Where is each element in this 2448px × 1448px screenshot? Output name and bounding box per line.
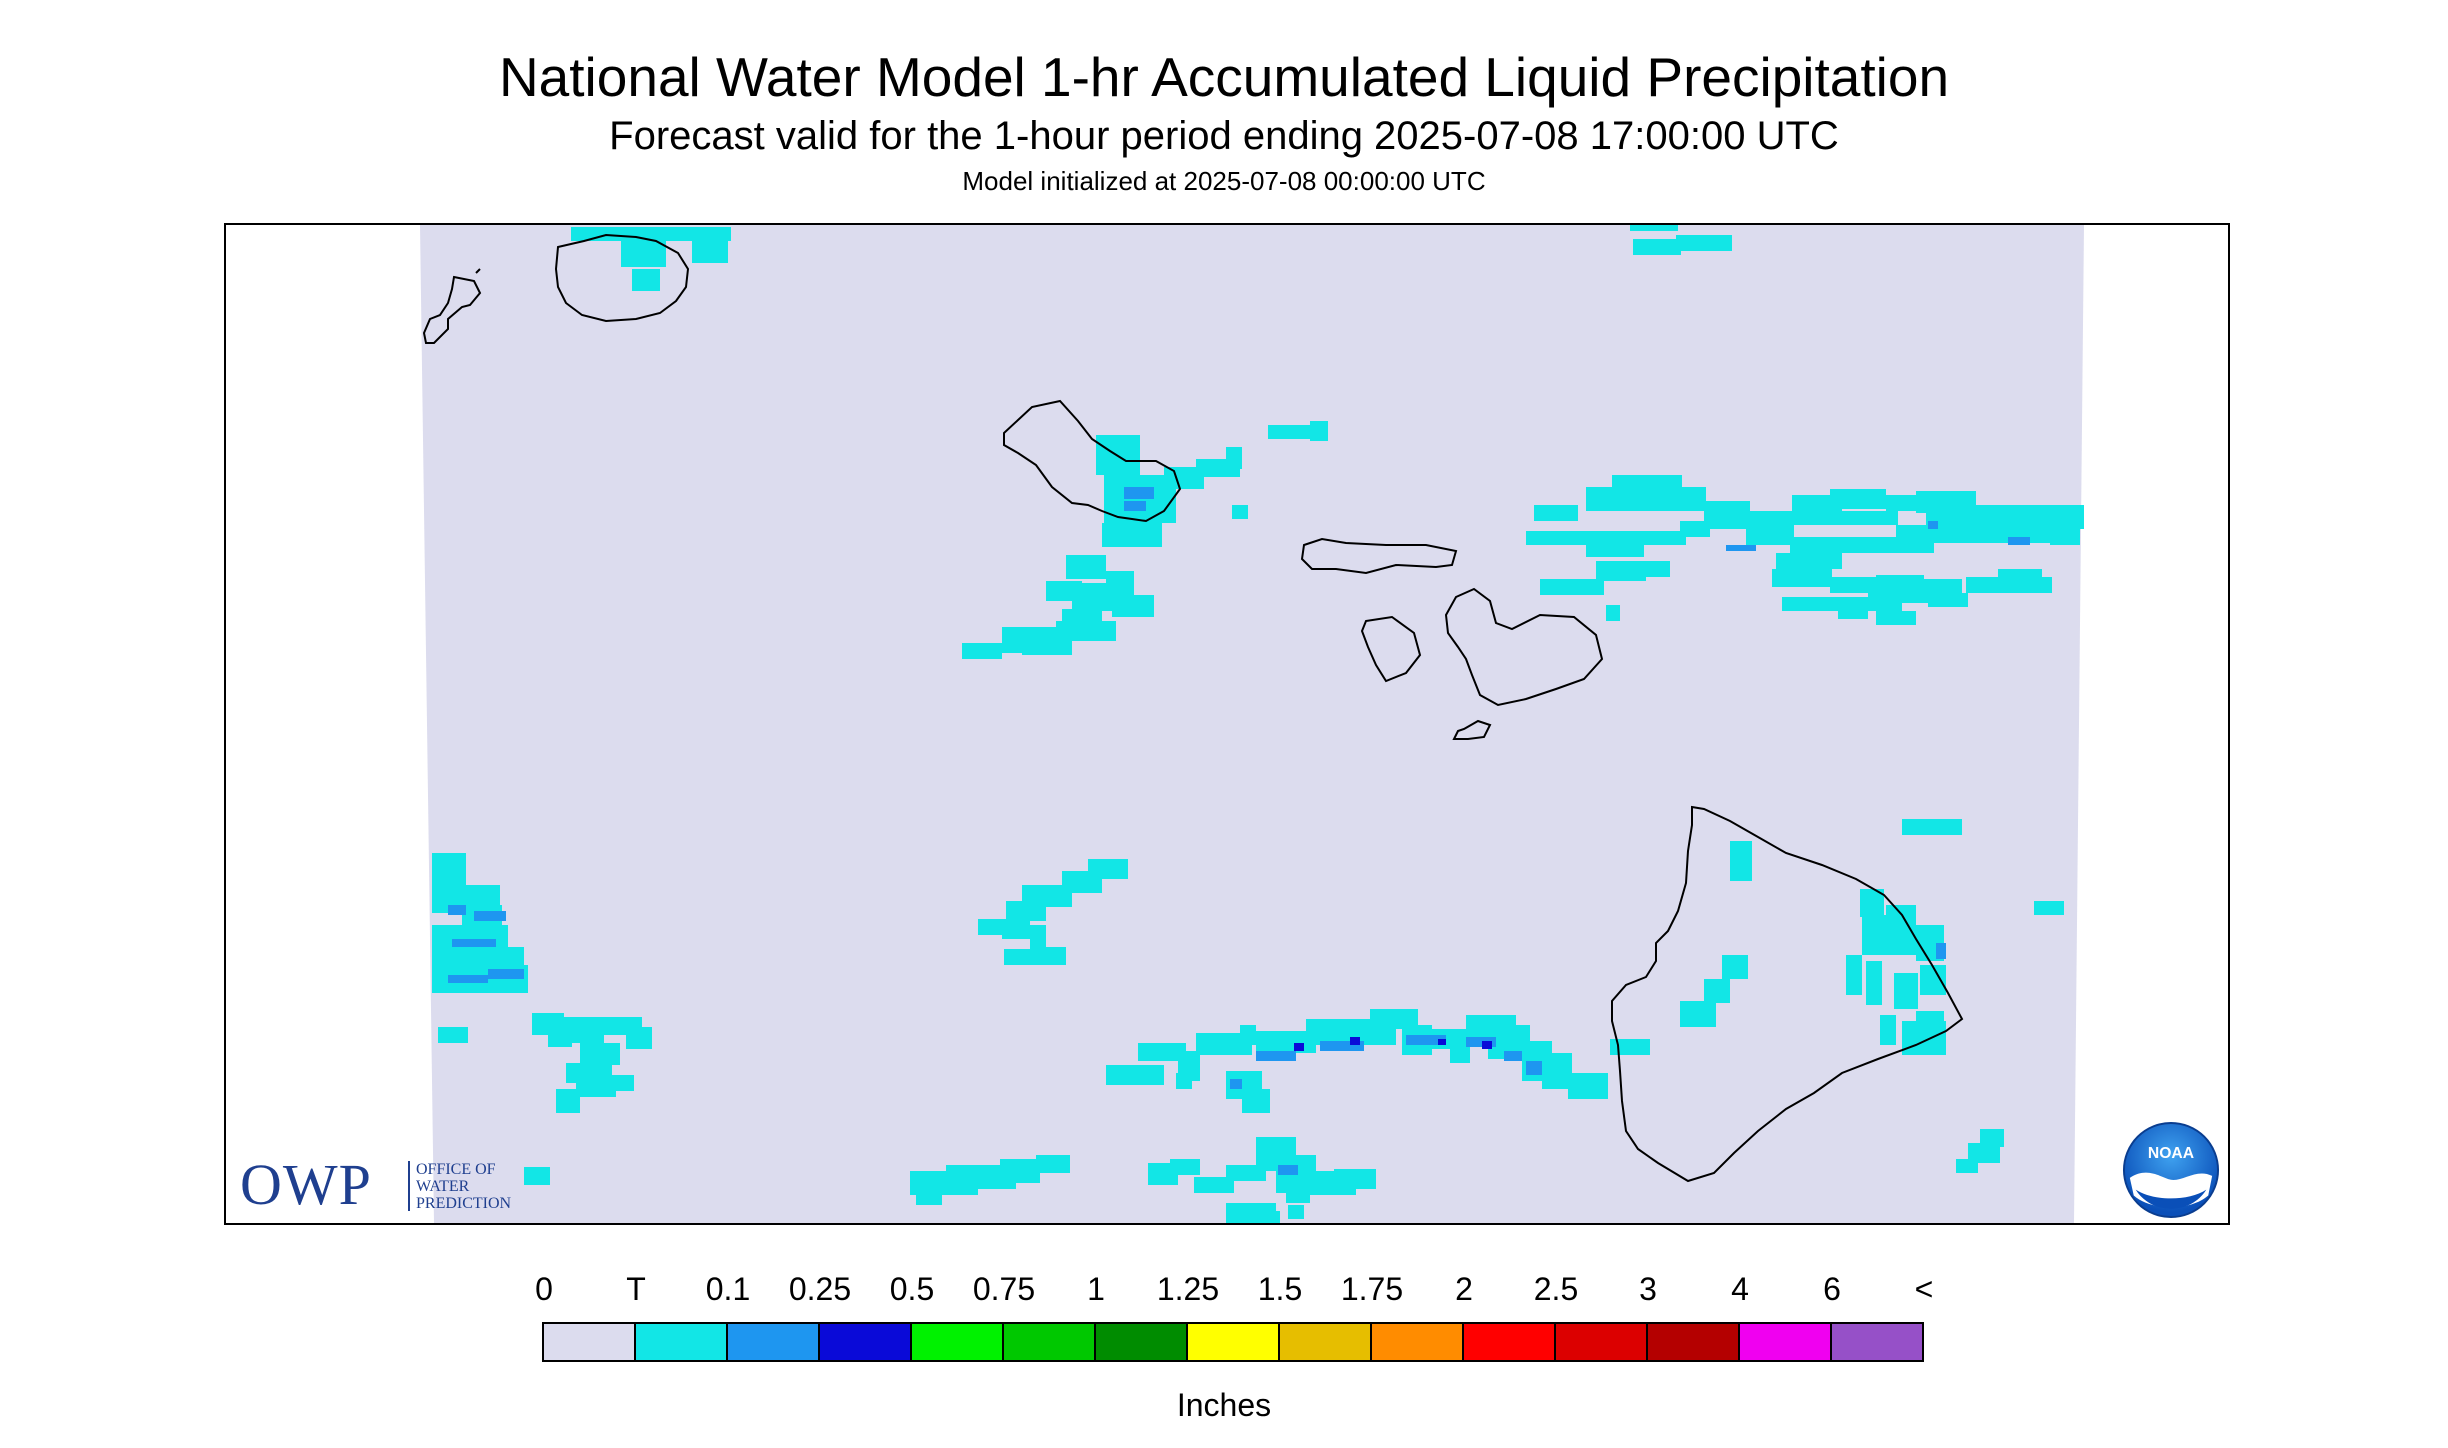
- legend-swatch: [542, 1322, 636, 1362]
- coast-kahoolawe: [1452, 719, 1492, 740]
- precip-blue-cells: [1294, 1037, 1492, 1051]
- noaa-seal-icon: NOAA: [2122, 1121, 2220, 1219]
- legend-swatch: [910, 1322, 1004, 1362]
- owp-logo-divider: [408, 1161, 410, 1211]
- legend-tick: 0.1: [705, 1271, 751, 1307]
- owp-logo-line1: OFFICE OF: [416, 1161, 496, 1178]
- legend-tick: 1.25: [1156, 1271, 1220, 1307]
- init-time-label: Model initialized at 2025-07-08 00:00:00…: [962, 166, 1486, 196]
- coast-big-island: [1611, 805, 1964, 1183]
- precip-light-blue-cells: [448, 487, 2030, 1175]
- legend-swatch: [1462, 1322, 1556, 1362]
- coast-maui: [1444, 587, 1604, 707]
- coast-kauai: [554, 233, 690, 323]
- legend-swatch: [1646, 1322, 1740, 1362]
- units-label: Inches: [1176, 1387, 1272, 1423]
- model-domain: [420, 225, 2084, 1223]
- legend-swatch: [1554, 1322, 1648, 1362]
- coast-lanai: [1360, 615, 1422, 683]
- legend-tick: <: [1914, 1271, 1934, 1307]
- legend-tick: 0.75: [972, 1271, 1036, 1307]
- color-legend: [542, 1322, 1924, 1364]
- precip-trace-cells: [432, 225, 2084, 1223]
- legend-swatch: [726, 1322, 820, 1362]
- coastlines: [422, 233, 1964, 1183]
- map-subtitle: Forecast valid for the 1-hour period end…: [609, 114, 1839, 158]
- legend-tick: 4: [1731, 1271, 1749, 1307]
- legend-tick: T: [626, 1271, 646, 1307]
- legend-swatch: [1278, 1322, 1372, 1362]
- legend-tick: 0.5: [889, 1271, 935, 1307]
- legend-swatch: [1830, 1322, 1924, 1362]
- noaa-logo-text: NOAA: [2148, 1145, 2194, 1162]
- legend-swatch: [1094, 1322, 1188, 1362]
- legend-tick: 2.5: [1533, 1271, 1579, 1307]
- legend-tick: 1: [1087, 1271, 1105, 1307]
- map-title: National Water Model 1-hr Accumulated Li…: [498, 46, 1950, 108]
- owp-logo: OWP OFFICE OF WATER PREDICTION: [240, 1155, 560, 1215]
- map-panel: OWP OFFICE OF WATER PREDICTION NOAA: [224, 223, 2230, 1225]
- legend-swatch: [1370, 1322, 1464, 1362]
- owp-logo-line3: PREDICTION: [416, 1195, 512, 1212]
- legend-tick: 0.25: [788, 1271, 852, 1307]
- coast-oahu: [1003, 399, 1182, 523]
- legend-tick: 2: [1455, 1271, 1473, 1307]
- legend-tick: 0: [535, 1271, 553, 1307]
- legend-tick: 1.5: [1257, 1271, 1303, 1307]
- precipitation-map: [420, 225, 2084, 1223]
- legend-swatch: [818, 1322, 912, 1362]
- legend-swatch: [1002, 1322, 1096, 1362]
- legend-swatch: [1186, 1322, 1280, 1362]
- legend-tick: 3: [1639, 1271, 1657, 1307]
- coast-niihau: [422, 268, 482, 344]
- legend-swatch: [634, 1322, 728, 1362]
- owp-logo-line2: WATER: [416, 1178, 470, 1195]
- owp-logo-letters: OWP: [240, 1152, 372, 1217]
- coast-molokai: [1300, 537, 1458, 575]
- legend-tick: 1.75: [1340, 1271, 1404, 1307]
- legend-swatch: [1738, 1322, 1832, 1362]
- legend-tick: 6: [1823, 1271, 1841, 1307]
